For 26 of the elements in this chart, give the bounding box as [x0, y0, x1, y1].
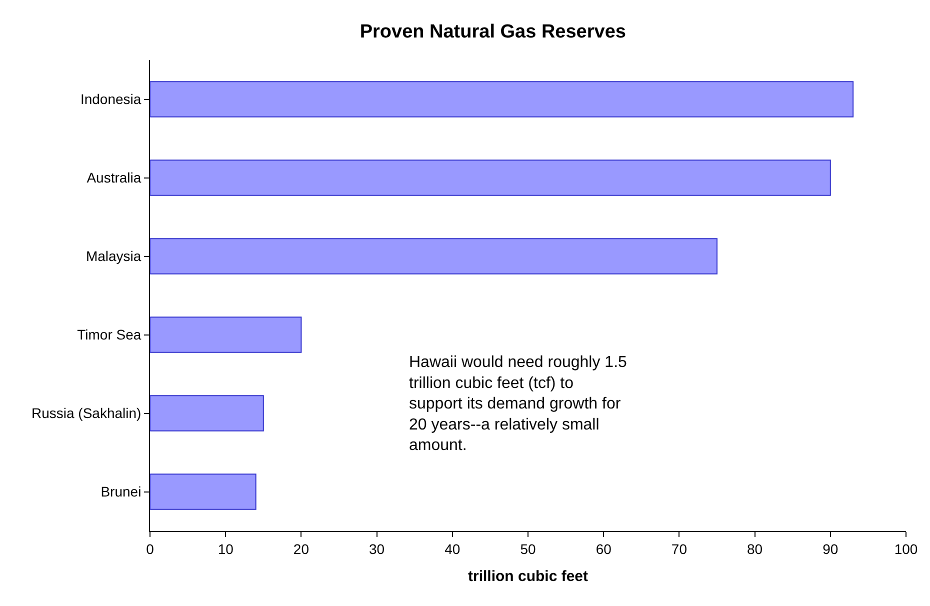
- y-tick-label: Timor Sea: [77, 326, 142, 343]
- annotation: Hawaii would need roughly 1.5 trillion cubic feet (tcf) to support its demand growth for 20 years--a relatively small amount.: [409, 354, 628, 454]
- y-tick-label: Indonesia: [80, 91, 142, 108]
- y-tick-label: Australia: [86, 170, 142, 186]
- x-tick-label: 60: [596, 540, 612, 557]
- y-tick-label: Malaysia: [86, 248, 142, 264]
- x-tick-label: 70: [671, 540, 688, 557]
- x-axis-title: trillion cubic feet: [468, 568, 588, 585]
- x-tick-label: 50: [520, 540, 536, 557]
- x-tick-label: 0: [146, 540, 154, 557]
- x-tick-label: 20: [293, 540, 310, 557]
- bar: [150, 160, 831, 196]
- chart-title: Proven Natural Gas Reserves: [360, 22, 626, 43]
- bar: [150, 474, 256, 510]
- y-tick-label: Brunei: [100, 484, 142, 500]
- x-tick-label: 10: [218, 540, 234, 557]
- x-tick-label: 80: [747, 540, 763, 557]
- x-tick-label: 100: [894, 540, 918, 557]
- bar: [150, 81, 854, 118]
- x-tick-label: 90: [822, 540, 838, 557]
- bar: [150, 238, 718, 274]
- bar: [150, 395, 264, 432]
- bar: [150, 316, 302, 353]
- x-tick-label: 30: [369, 540, 385, 557]
- x-tick-label: 40: [444, 540, 460, 557]
- y-tick-label: Russia (Sakhalin): [31, 405, 142, 422]
